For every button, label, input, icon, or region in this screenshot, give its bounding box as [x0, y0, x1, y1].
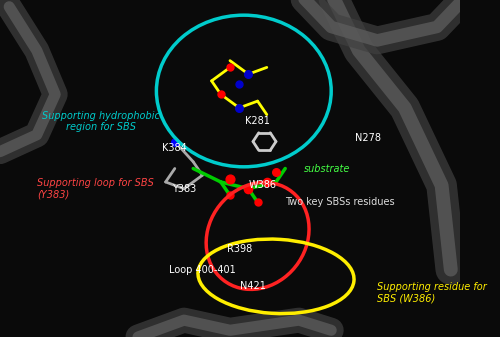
Text: Supporting loop for SBS
(Y383): Supporting loop for SBS (Y383) [37, 178, 154, 200]
Text: W386: W386 [248, 180, 276, 190]
Text: K281: K281 [245, 116, 270, 126]
Text: R398: R398 [226, 244, 252, 254]
Point [235, 82, 243, 87]
Point [263, 179, 271, 185]
Point [244, 71, 252, 77]
Text: Supporting hydrophobic
region for SBS: Supporting hydrophobic region for SBS [42, 111, 160, 132]
Text: substrate: substrate [304, 163, 350, 174]
Point [171, 139, 179, 144]
Point [217, 92, 225, 97]
Text: Two key SBSs residues: Two key SBSs residues [285, 197, 395, 207]
Text: N278: N278 [355, 133, 381, 143]
Text: Loop 400-401: Loop 400-401 [169, 265, 236, 275]
Text: Supporting residue for
SBS (W386): Supporting residue for SBS (W386) [377, 282, 487, 304]
Point [226, 176, 234, 181]
Point [235, 105, 243, 111]
Text: Y383: Y383 [172, 184, 196, 194]
Point [244, 186, 252, 191]
Point [226, 65, 234, 70]
Point [226, 193, 234, 198]
Text: N421: N421 [240, 281, 266, 292]
Text: K384: K384 [162, 143, 187, 153]
Point [272, 169, 280, 175]
Point [254, 200, 262, 205]
